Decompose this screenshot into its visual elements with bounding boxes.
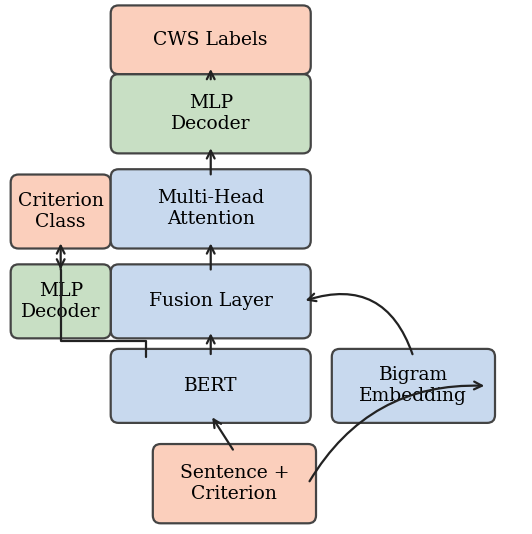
Text: Bigram
Embedding: Bigram Embedding bbox=[360, 366, 467, 405]
FancyBboxPatch shape bbox=[111, 349, 311, 423]
FancyBboxPatch shape bbox=[332, 349, 495, 423]
Text: Criterion
Class: Criterion Class bbox=[18, 192, 104, 231]
FancyBboxPatch shape bbox=[111, 74, 311, 153]
FancyBboxPatch shape bbox=[11, 264, 111, 339]
Text: Sentence +
Criterion: Sentence + Criterion bbox=[180, 464, 289, 503]
FancyBboxPatch shape bbox=[111, 264, 311, 339]
Text: BERT: BERT bbox=[184, 377, 237, 395]
FancyBboxPatch shape bbox=[153, 444, 316, 523]
Text: CWS Labels: CWS Labels bbox=[153, 31, 268, 49]
Text: MLP
Decoder: MLP Decoder bbox=[21, 282, 101, 321]
Text: Fusion Layer: Fusion Layer bbox=[149, 292, 273, 310]
Text: MLP
Decoder: MLP Decoder bbox=[171, 95, 251, 133]
FancyBboxPatch shape bbox=[111, 169, 311, 248]
FancyBboxPatch shape bbox=[111, 5, 311, 74]
Text: Multi-Head
Attention: Multi-Head Attention bbox=[157, 190, 264, 228]
FancyBboxPatch shape bbox=[11, 175, 111, 248]
